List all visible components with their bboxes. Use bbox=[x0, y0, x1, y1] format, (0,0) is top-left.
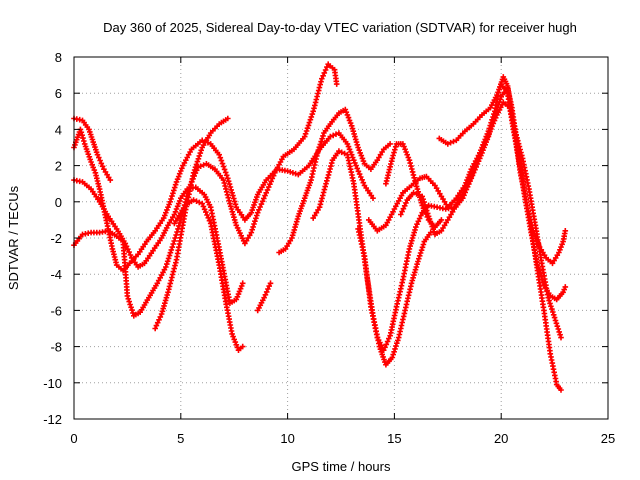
satellite-track-14-path bbox=[438, 82, 567, 301]
satellite-track-1 bbox=[71, 126, 376, 274]
y-tick-label: -2 bbox=[50, 231, 62, 246]
y-tick-label: -6 bbox=[50, 303, 62, 318]
satellite-track-3-path bbox=[72, 63, 338, 317]
satellite-track-6-markers bbox=[171, 197, 246, 353]
satellite-track-14 bbox=[436, 81, 569, 303]
data-series bbox=[71, 61, 569, 393]
satellite-track-2-markers bbox=[71, 177, 246, 306]
y-tick-label: 6 bbox=[55, 86, 62, 101]
y-tick-label: 8 bbox=[55, 50, 62, 65]
satellite-track-3 bbox=[71, 61, 340, 319]
y-tick-label: 0 bbox=[55, 195, 62, 210]
chart-title: Day 360 of 2025, Sidereal Day-to-day VTE… bbox=[103, 20, 577, 35]
satellite-track-8 bbox=[276, 106, 393, 256]
satellite-track-10 bbox=[355, 74, 569, 353]
y-axis-label: SDTVAR / TECUs bbox=[6, 185, 21, 290]
y-tick-label: -10 bbox=[43, 376, 62, 391]
y-tick-label: 2 bbox=[55, 159, 62, 174]
y-tick-label: -8 bbox=[50, 340, 62, 355]
y-tick-label: 4 bbox=[55, 122, 62, 137]
satellite-track-13-markers bbox=[383, 141, 445, 230]
satellite-track-1-markers bbox=[71, 126, 376, 274]
x-tick-label: 5 bbox=[177, 431, 184, 446]
satellite-track-13 bbox=[383, 141, 445, 230]
satellite-track-6 bbox=[171, 197, 246, 353]
x-axis-label: GPS time / hours bbox=[292, 459, 391, 474]
satellite-track-14-markers bbox=[436, 81, 569, 303]
satellite-track-4 bbox=[71, 115, 114, 183]
x-tick-label: 25 bbox=[601, 431, 615, 446]
x-tick-label: 10 bbox=[280, 431, 294, 446]
x-tick-label: 20 bbox=[494, 431, 508, 446]
x-tick-label: 0 bbox=[70, 431, 77, 446]
satellite-track-7-markers bbox=[254, 280, 274, 314]
satellite-track-8-path bbox=[278, 108, 392, 254]
y-tick-label: -4 bbox=[50, 267, 62, 282]
x-tick-label: 15 bbox=[387, 431, 401, 446]
satellite-track-1-path bbox=[72, 128, 375, 272]
y-tick-label: -12 bbox=[43, 412, 62, 427]
satellite-track-8-markers bbox=[276, 106, 393, 256]
satellite-track-2 bbox=[71, 177, 246, 306]
satellite-track-10-markers bbox=[355, 74, 569, 353]
tick-labels: 0 5 10 15 20 25 -12 -10 -8 -6 -4 -2 0 2 4 6 8 bbox=[43, 50, 615, 446]
satellite-track-7 bbox=[254, 280, 274, 314]
satellite-track-4-markers bbox=[71, 115, 114, 183]
satellite-track-3-markers bbox=[71, 61, 340, 319]
axis-ticks bbox=[73, 56, 609, 420]
